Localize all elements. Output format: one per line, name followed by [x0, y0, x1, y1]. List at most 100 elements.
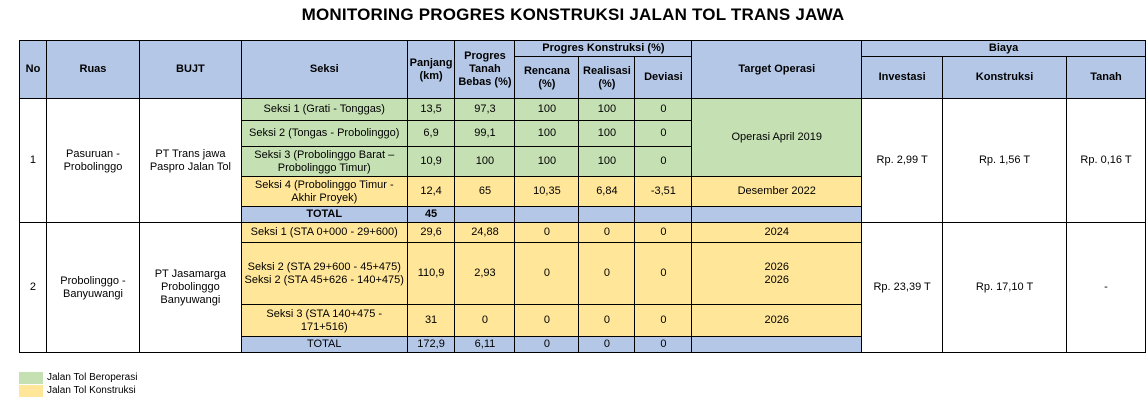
table-row: Seksi 3 (STA 140+475 - 171+516) 31 0 0 0…: [20, 304, 1146, 337]
tanah-cell: 97,3: [454, 98, 516, 121]
header-realisasi: Realisasi (%): [578, 56, 636, 99]
legend-swatch-green: [19, 371, 43, 384]
group-no: 1: [19, 98, 47, 223]
rencana-cell: 100: [514, 146, 580, 177]
header-progres-tanah: Progres Tanah Bebas (%): [454, 40, 516, 99]
table-row: 1 Pasuruan - Probolinggo PT Trans jawa P…: [19, 98, 1146, 223]
konstruksi-cell: Rp. 17,10 T: [942, 222, 1067, 353]
tanah-cell: 24,88: [454, 222, 516, 243]
total-target: [691, 206, 863, 223]
rencana-cell: 0: [514, 222, 580, 243]
header-rencana: Rencana (%): [514, 56, 580, 99]
table-row: Seksi 4 (Probolinggo Timur - Akhir Proye…: [20, 176, 1146, 207]
total-realisasi: [578, 206, 636, 223]
realisasi-cell: 100: [578, 146, 636, 177]
tanah-cell: 0: [454, 304, 516, 337]
table-row: 2 Probolinggo - Banyuwangi PT Jasamarga …: [19, 222, 1146, 353]
total-tanah: 6,11: [454, 336, 516, 353]
tanah-cell: 2,93: [454, 242, 516, 305]
seksi-cell: Seksi 1 (STA 0+000 - 29+600): [240, 222, 408, 243]
tanah-cell: 99,1: [454, 120, 516, 147]
total-realisasi: 0: [578, 336, 636, 353]
total-rencana: [514, 206, 580, 223]
deviasi-cell: 0: [634, 98, 693, 121]
header-bujt: BUJT: [138, 40, 242, 99]
group-no: 2: [19, 222, 47, 353]
header-target-operasi: Target Operasi: [691, 40, 863, 99]
deviasi-cell: 0: [634, 304, 693, 337]
panjang-cell: 6,9: [406, 120, 456, 147]
realisasi-cell: 6,84: [578, 176, 636, 207]
header-biaya: Biaya: [861, 40, 1146, 57]
total-label: TOTAL: [240, 206, 408, 223]
investasi-cell: Rp. 23,39 T: [861, 222, 944, 353]
header-seksi: Seksi: [240, 40, 408, 99]
panjang-cell: 10,9: [406, 146, 456, 177]
ruas-cell: Pasuruan - Probolinggo: [45, 98, 140, 223]
total-rencana: 0: [514, 336, 580, 353]
deviasi-cell: 0: [634, 242, 693, 305]
bujt-cell: PT Trans jawa Paspro Jalan Tol: [138, 98, 242, 223]
realisasi-cell: 0: [578, 222, 636, 243]
konstruksi-cell: Rp. 1,56 T: [942, 98, 1067, 223]
header-konstruksi: Konstruksi: [942, 56, 1067, 99]
rencana-cell: 100: [514, 98, 580, 121]
legend-item-beroperasi: Jalan Tol Beroperasi: [19, 371, 137, 384]
seksi-cell: Seksi 2 (STA 29+600 - 45+475) Seksi 2 (S…: [240, 242, 408, 305]
panjang-cell: 31: [406, 304, 456, 337]
legend-item-konstruksi: Jalan Tol Konstruksi: [19, 384, 137, 397]
panjang-cell: 110,9: [406, 242, 456, 305]
tanah-biaya-cell: Rp. 0,16 T: [1065, 98, 1146, 223]
header-row-1: No Ruas BUJT Seksi Panjang (km) Progres …: [19, 40, 1146, 99]
header-no: No: [19, 40, 47, 99]
monitoring-table: No Ruas BUJT Seksi Panjang (km) Progres …: [19, 40, 1146, 353]
investasi-cell: Rp. 2,99 T: [861, 98, 944, 223]
header-investasi: Investasi: [861, 56, 944, 99]
rencana-cell: 0: [514, 304, 580, 337]
bujt-cell: PT Jasamarga Probolinggo Banyuwangi: [138, 222, 242, 353]
target-value-2: 2026: [764, 273, 789, 286]
realisasi-cell: 100: [578, 98, 636, 121]
target-cell: 2026: [691, 304, 863, 337]
table-row: Seksi 2 (Tongas - Probolinggo) 6,9 99,1 …: [20, 120, 1146, 147]
ruas-cell: Probolinggo - Banyuwangi: [45, 222, 140, 353]
seksi-cell: Seksi 4 (Probolinggo Timur - Akhir Proye…: [240, 176, 408, 207]
seksi-cell: Seksi 3 (STA 140+475 - 171+516): [240, 304, 408, 337]
header-tanah: Tanah: [1065, 56, 1146, 99]
total-row: TOTAL 172,9 6,11 0 0 0: [20, 336, 1146, 353]
total-deviasi: [634, 206, 693, 223]
tanah-biaya-cell: -: [1065, 222, 1146, 353]
target-value: 2026: [764, 260, 789, 273]
seksi-cell: Seksi 3 (Probolinggo Barat – Probolinggo…: [240, 146, 408, 177]
target-cell: Operasi April 2019: [691, 98, 863, 177]
header-panjang: Panjang (km): [406, 40, 456, 99]
target-cell: 2026 2026: [691, 242, 863, 305]
page-title: MONITORING PROGRES KONSTRUKSI JALAN TOL …: [301, 5, 845, 24]
panjang-cell: 12,4: [406, 176, 456, 207]
realisasi-cell: 0: [578, 304, 636, 337]
seksi-cell: Seksi 2 (Tongas - Probolinggo): [240, 120, 408, 147]
panjang-cell: 29,6: [406, 222, 456, 243]
deviasi-cell: 0: [634, 146, 693, 177]
legend-swatch-yellow: [19, 384, 43, 397]
header-deviasi: Deviasi: [634, 56, 693, 99]
rencana-cell: 10,35: [514, 176, 580, 207]
total-deviasi: 0: [634, 336, 693, 353]
deviasi-cell: 0: [634, 120, 693, 147]
rencana-cell: 0: [514, 242, 580, 305]
realisasi-cell: 100: [578, 120, 636, 147]
tanah-cell: 65: [454, 176, 516, 207]
header-ruas: Ruas: [45, 40, 140, 99]
rencana-cell: 100: [514, 120, 580, 147]
total-target: [691, 336, 863, 353]
header-progres-konstruksi: Progres Konstruksi (%): [514, 40, 693, 57]
realisasi-cell: 0: [578, 242, 636, 305]
total-label: TOTAL: [240, 336, 408, 353]
total-panjang: 45: [406, 206, 456, 223]
panjang-cell: 13,5: [406, 98, 456, 121]
target-cell: 2024: [691, 222, 863, 243]
table-row: Seksi 3 (Probolinggo Barat – Probolinggo…: [20, 146, 1146, 177]
deviasi-cell: 0: [634, 222, 693, 243]
target-cell: Desember 2022: [691, 176, 863, 207]
seksi-cell: Seksi 1 (Grati - Tonggas): [240, 98, 408, 121]
